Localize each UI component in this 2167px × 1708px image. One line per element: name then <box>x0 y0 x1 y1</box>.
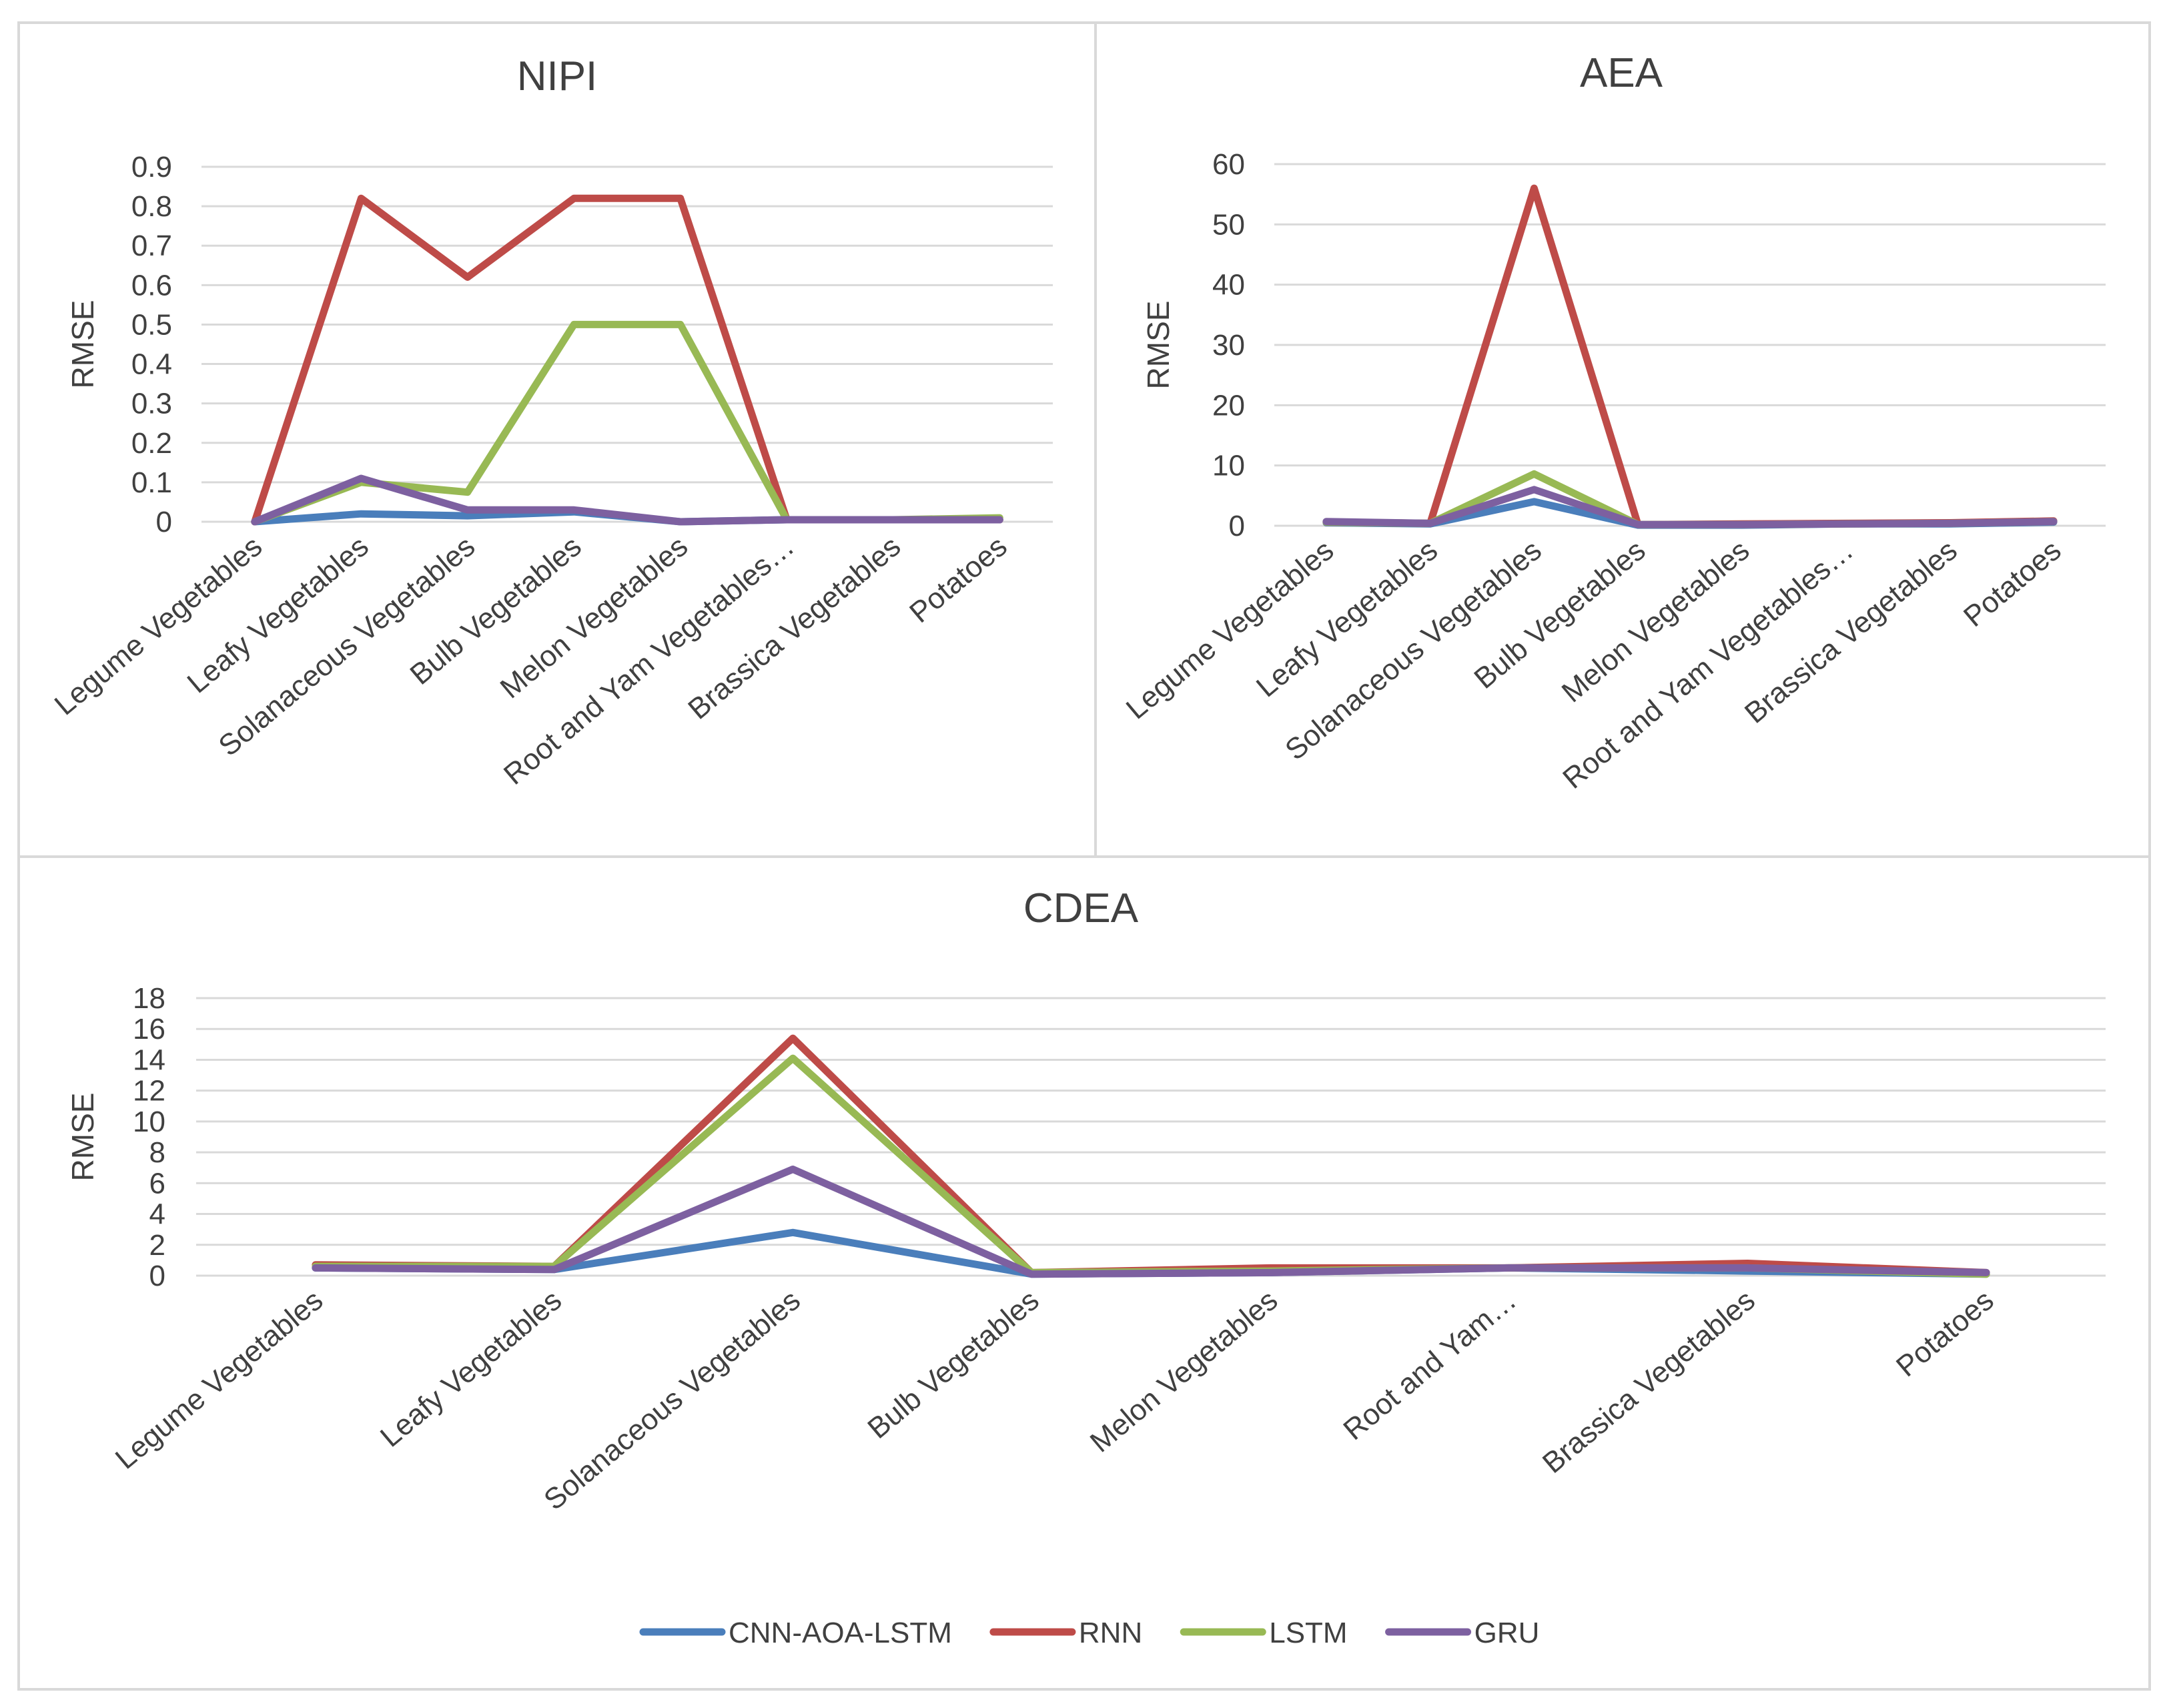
y-tick-label: 0 <box>156 506 172 538</box>
panel-frame-nipi <box>17 21 1097 858</box>
y-tick-label: 0 <box>149 1260 165 1292</box>
y-axis-label: RMSE <box>65 1093 100 1182</box>
y-tick-label: 10 <box>1212 450 1245 482</box>
y-tick-label: 16 <box>133 1013 165 1045</box>
y-tick-label: 0.7 <box>131 230 172 262</box>
y-tick-label: 10 <box>133 1106 165 1138</box>
y-axis-label: RMSE <box>65 300 100 389</box>
chart-title: AEA <box>1580 50 1663 96</box>
y-tick-label: 12 <box>133 1075 165 1108</box>
y-tick-label: 6 <box>149 1167 165 1200</box>
legend-label: LSTM <box>1269 1617 1347 1649</box>
legend-label: RNN <box>1079 1617 1142 1649</box>
panel-frame-aea <box>1094 21 2151 858</box>
y-tick-label: 0.4 <box>131 348 172 381</box>
y-tick-label: 18 <box>133 982 165 1015</box>
y-tick-label: 0.5 <box>131 308 172 341</box>
y-tick-label: 0.3 <box>131 388 172 420</box>
y-tick-label: 60 <box>1212 148 1245 181</box>
y-tick-label: 0.1 <box>131 466 172 499</box>
series-line-gru <box>251 474 1003 526</box>
y-axis-label: RMSE <box>1141 301 1176 390</box>
legend-label: CNN-AOA-LSTM <box>729 1617 952 1649</box>
legend-label: GRU <box>1474 1617 1540 1649</box>
chart-title: CDEA <box>1023 885 1139 931</box>
series-line-gru <box>312 1166 1990 1278</box>
y-tick-label: 0.8 <box>131 190 172 223</box>
y-tick-label: 0.2 <box>131 427 172 460</box>
y-tick-label: 0.6 <box>131 269 172 302</box>
y-tick-label: 2 <box>149 1229 165 1262</box>
y-tick-label: 0 <box>1229 510 1245 542</box>
y-tick-label: 30 <box>1212 329 1245 362</box>
y-tick-label: 8 <box>149 1136 165 1169</box>
y-tick-label: 20 <box>1212 389 1245 422</box>
y-tick-label: 14 <box>133 1043 165 1076</box>
y-tick-label: 50 <box>1212 208 1245 241</box>
y-tick-label: 4 <box>149 1198 165 1231</box>
y-tick-label: 0.9 <box>131 151 172 183</box>
chart-title: NIPI <box>517 53 598 99</box>
legend: CNN-AOA-LSTM RNN LSTM GRU <box>639 1617 1540 1649</box>
y-tick-label: 40 <box>1212 269 1245 302</box>
series-line-gru <box>1322 486 2058 528</box>
